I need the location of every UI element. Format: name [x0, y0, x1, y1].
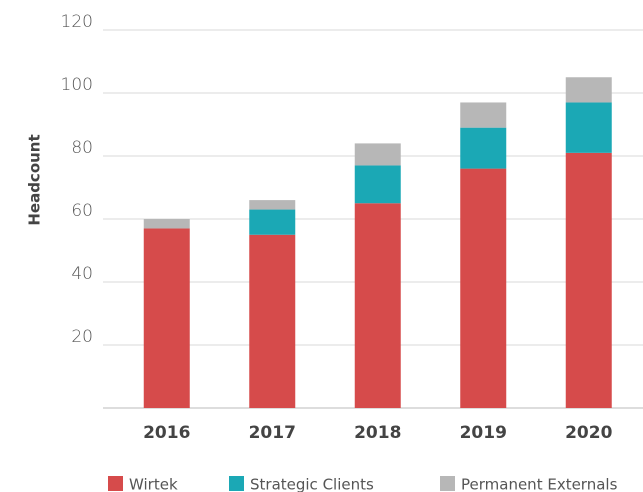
bar-segment: [249, 209, 296, 235]
x-tick-label: 2019: [460, 423, 507, 443]
bar-segment: [565, 152, 612, 408]
y-tick-label: 120: [61, 12, 93, 32]
x-tick-label: 2018: [354, 423, 401, 443]
x-tick-label: 2020: [565, 423, 612, 443]
bar-segment: [249, 200, 296, 210]
x-tick-label: 2016: [143, 423, 190, 443]
y-axis-label: Headcount: [26, 134, 44, 225]
legend-swatch: [440, 476, 455, 491]
bar-segment: [565, 102, 612, 153]
legend-swatch: [229, 476, 244, 491]
bar-segment: [354, 143, 401, 166]
y-tick-label: 100: [61, 75, 93, 95]
legend-label: Wirtek: [129, 476, 178, 492]
legend-swatch: [108, 476, 123, 491]
bar-segment: [143, 228, 190, 408]
bar-segment: [460, 127, 507, 169]
bar-segment: [460, 102, 507, 128]
y-tick-label: 80: [71, 138, 93, 158]
legend-label: Strategic Clients: [250, 476, 374, 492]
bar-segment: [460, 168, 507, 408]
bar-segment: [354, 203, 401, 408]
legend-label: Permanent Externals: [461, 476, 618, 492]
bar-segment: [354, 165, 401, 204]
bar-segment: [249, 234, 296, 408]
y-tick-label: 60: [71, 201, 93, 221]
bar-segment: [143, 219, 190, 229]
x-tick-label: 2017: [249, 423, 296, 443]
bar-segment: [565, 77, 612, 103]
y-tick-label: 40: [71, 264, 93, 284]
y-tick-label: 20: [71, 327, 93, 347]
